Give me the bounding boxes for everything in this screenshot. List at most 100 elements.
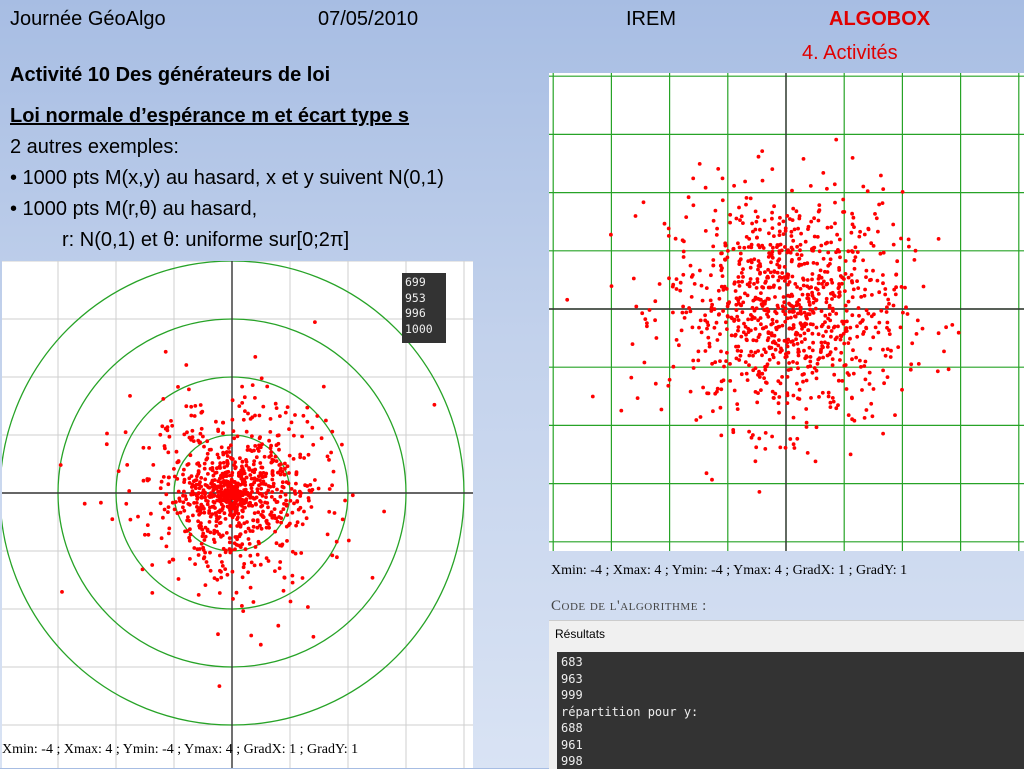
header-section: 4. Activités [802, 42, 898, 64]
data-point [850, 280, 855, 285]
result-line: 688 [561, 721, 583, 735]
data-point [243, 409, 247, 413]
data-point [288, 521, 292, 526]
data-point [161, 397, 166, 401]
data-point [205, 439, 210, 444]
data-point [796, 226, 800, 231]
data-point [749, 258, 753, 263]
data-point [565, 297, 570, 302]
data-point [266, 522, 271, 526]
data-point [812, 366, 817, 370]
data-point [232, 512, 237, 517]
data-point [250, 383, 255, 387]
data-point [725, 304, 730, 309]
data-point [860, 388, 864, 392]
data-point [327, 458, 331, 462]
data-point [217, 684, 222, 688]
data-point [195, 474, 199, 479]
data-point [832, 372, 837, 377]
data-point [199, 541, 204, 546]
data-point [772, 204, 776, 209]
data-point [680, 310, 685, 315]
data-point [750, 315, 755, 319]
data-point [850, 313, 855, 318]
data-point [699, 283, 704, 288]
data-point [287, 453, 292, 458]
data-point [178, 499, 182, 503]
data-point [804, 407, 809, 411]
data-point [225, 454, 230, 458]
data-point [735, 402, 740, 406]
data-point [712, 307, 717, 312]
data-point [885, 347, 890, 351]
data-point [277, 463, 282, 467]
data-point [640, 311, 645, 316]
data-point [252, 480, 257, 485]
data-point [187, 518, 192, 523]
data-point [681, 272, 686, 277]
data-point [261, 509, 265, 514]
data-point [816, 281, 821, 286]
data-point [306, 605, 310, 609]
data-point [855, 279, 859, 283]
data-point [171, 557, 176, 562]
data-point [785, 344, 790, 349]
data-point [653, 318, 657, 323]
data-point [715, 389, 719, 394]
data-point [738, 353, 743, 358]
data-point [698, 415, 703, 419]
data-point [733, 333, 737, 338]
data-point [795, 436, 800, 441]
code-section-title[interactable]: Code de l'algorithme : [551, 598, 707, 614]
results-output[interactable]: 683 963 999 répartition pour y: 688 961 … [557, 652, 1024, 769]
counter-line: 996 [405, 306, 426, 320]
data-point [161, 475, 166, 479]
data-point [777, 286, 782, 290]
data-point [850, 395, 854, 400]
data-point [790, 310, 795, 314]
data-point [837, 268, 842, 272]
data-point [720, 274, 725, 278]
data-point [202, 466, 207, 471]
data-point [778, 445, 783, 450]
data-point [215, 577, 220, 582]
data-point [790, 258, 794, 262]
data-point [773, 295, 777, 299]
data-point [719, 284, 724, 289]
data-point [751, 298, 756, 303]
data-point [785, 316, 790, 321]
data-point [634, 304, 639, 309]
data-point [202, 555, 207, 560]
data-point [801, 379, 805, 384]
data-point [891, 222, 896, 227]
data-point [735, 407, 740, 411]
data-point [253, 413, 257, 418]
data-point [772, 396, 776, 400]
data-point [331, 469, 336, 474]
data-point [193, 562, 198, 566]
data-point [881, 273, 885, 277]
data-point [858, 358, 862, 363]
data-point [737, 245, 742, 250]
data-point [709, 273, 713, 278]
data-point [725, 327, 729, 331]
data-point [817, 203, 822, 208]
data-point [228, 524, 233, 528]
data-point [800, 326, 804, 331]
data-point [787, 326, 792, 331]
data-point [740, 310, 745, 315]
data-point [785, 393, 790, 398]
data-point [264, 518, 269, 523]
data-point [212, 531, 217, 536]
data-point [832, 182, 837, 187]
data-point [265, 384, 270, 389]
data-point [823, 340, 827, 345]
data-point [229, 456, 233, 460]
data-point [258, 562, 263, 567]
data-point [800, 292, 805, 297]
data-point [842, 210, 847, 214]
data-point [707, 341, 712, 346]
data-point [810, 277, 814, 282]
data-point [780, 271, 785, 275]
data-point [210, 485, 215, 489]
